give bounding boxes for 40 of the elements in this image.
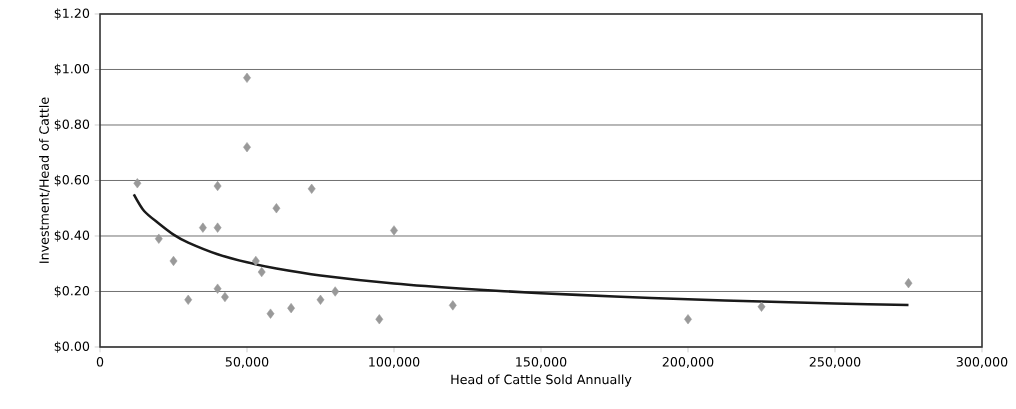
y-tick-label: $0.60 bbox=[54, 174, 90, 187]
point bbox=[243, 72, 251, 83]
point bbox=[133, 178, 142, 189]
point bbox=[213, 222, 222, 233]
point bbox=[684, 314, 692, 325]
point bbox=[287, 303, 295, 314]
point bbox=[904, 278, 913, 289]
point bbox=[169, 255, 178, 267]
point bbox=[390, 225, 398, 236]
point bbox=[266, 308, 275, 319]
y-tick-label: $0.20 bbox=[54, 285, 90, 298]
point bbox=[375, 314, 384, 325]
x-tick-label: 250,000 bbox=[809, 357, 861, 368]
point bbox=[199, 222, 207, 233]
point bbox=[272, 203, 281, 214]
point bbox=[307, 183, 316, 194]
x-tick-label: 0 bbox=[96, 357, 104, 367]
y-tick-label: $1.20 bbox=[54, 8, 90, 20]
point bbox=[331, 286, 340, 297]
point bbox=[757, 301, 766, 312]
y-tick-label: $1.00 bbox=[54, 63, 90, 76]
y-tick-label: $0.40 bbox=[54, 230, 90, 242]
y-tick-label: $0.80 bbox=[54, 119, 90, 131]
x-tick-label: 200,000 bbox=[662, 357, 714, 368]
point bbox=[184, 294, 193, 305]
point bbox=[316, 294, 325, 305]
y-tick-label: $0.00 bbox=[54, 341, 90, 353]
point bbox=[448, 300, 457, 311]
x-tick-label: 300,000 bbox=[956, 357, 1008, 368]
point bbox=[213, 180, 222, 192]
point bbox=[257, 266, 266, 278]
y-axis-title: Investment/Head of Cattle bbox=[39, 97, 50, 263]
x-tick-label: 150,000 bbox=[516, 357, 567, 368]
point bbox=[251, 255, 260, 267]
x-axis-title: Head of Cattle Sold Annually bbox=[451, 374, 632, 387]
point bbox=[243, 142, 251, 153]
point bbox=[213, 283, 222, 294]
x-tick-label: 100,000 bbox=[369, 357, 420, 368]
point bbox=[154, 233, 163, 244]
x-tick-label: 50,000 bbox=[225, 357, 269, 368]
